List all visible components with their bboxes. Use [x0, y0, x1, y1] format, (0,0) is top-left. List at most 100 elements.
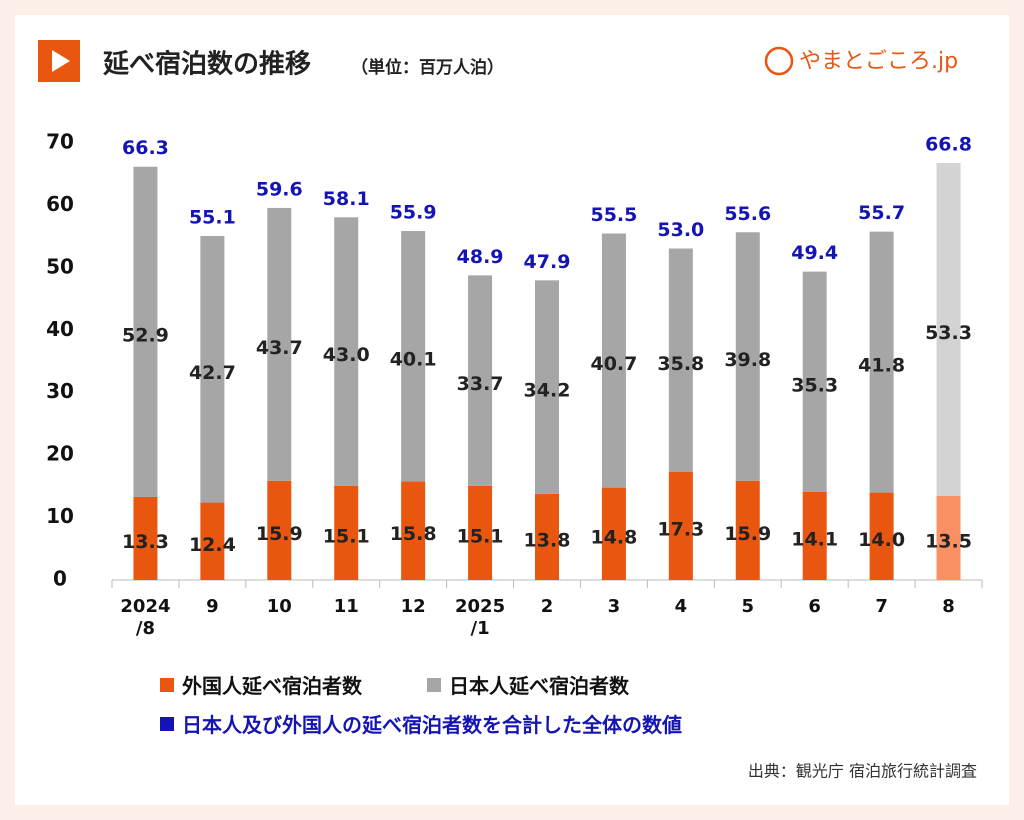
y-tick-label: 70: [46, 130, 74, 154]
value-label: 15.8: [390, 523, 437, 545]
y-tick-label: 40: [46, 317, 74, 341]
value-label: 53.3: [925, 322, 972, 344]
legend-item: 外国人延べ宿泊者数: [160, 670, 362, 699]
bar-segment: [735, 232, 760, 481]
value-label: 43.0: [323, 344, 370, 366]
total-label: 59.6: [256, 178, 303, 200]
value-label: 42.7: [189, 362, 236, 384]
total-label: 53.0: [657, 219, 704, 241]
title-icon-arrow: [52, 50, 70, 72]
y-tick-label: 50: [46, 254, 74, 278]
y-tick-label: 30: [46, 379, 74, 403]
value-label: 39.8: [724, 349, 771, 371]
y-tick-label: 20: [46, 442, 74, 466]
bar-segment: [869, 492, 894, 580]
value-label: 41.8: [858, 355, 905, 377]
logo-icon: [764, 46, 794, 76]
total-label: 47.9: [524, 251, 571, 273]
total-label: 55.9: [390, 202, 437, 224]
x-tick-label: 6: [808, 596, 821, 617]
value-label: 15.1: [323, 525, 370, 547]
x-tick-label: 2: [540, 596, 554, 617]
bar-segment: [200, 236, 225, 503]
value-label: 15.1: [457, 525, 504, 547]
x-tick-label: 10: [266, 596, 292, 617]
value-label: 34.2: [524, 380, 571, 402]
total-label: 55.7: [858, 202, 905, 224]
bar-segment: [601, 233, 626, 488]
total-label: 48.9: [457, 246, 504, 268]
bar-segment: [401, 481, 426, 580]
legend-item: 日本人延べ宿泊者数: [427, 670, 629, 699]
legend-item: 日本人及び外国人の延べ宿泊者数を合計した全体の数値: [160, 709, 682, 738]
value-label: 15.9: [256, 523, 303, 545]
value-label: 13.3: [122, 531, 169, 553]
x-tick-label: 5: [741, 596, 755, 617]
total-label: 55.6: [724, 203, 771, 225]
bar-segment: [802, 271, 827, 492]
total-label: 66.8: [925, 133, 972, 155]
value-label: 52.9: [122, 324, 169, 346]
bar-segment: [468, 485, 493, 580]
value-label: 12.4: [189, 534, 236, 556]
bar-segment: [869, 231, 894, 493]
bar-segment: [668, 248, 693, 472]
bar-segment: [468, 275, 493, 486]
x-tick-label: 12: [400, 596, 426, 617]
total-label: 55.1: [189, 207, 236, 229]
x-tick-label: 8: [942, 596, 955, 617]
x-tick-label: 7: [875, 596, 888, 617]
source: 出典：観光庁 宿泊旅行統計調査: [748, 762, 977, 781]
value-label: 43.7: [256, 337, 303, 359]
x-tick-label: 9: [206, 596, 219, 617]
value-label: 33.7: [457, 373, 504, 395]
legend-label: 日本人及び外国人の延べ宿泊者数を合計した全体の数値: [182, 713, 682, 737]
x-tick-label: 4: [674, 596, 688, 617]
bar-segment: [735, 480, 760, 580]
value-label: 14.1: [791, 528, 838, 550]
legend-label: 外国人延べ宿泊者数: [182, 674, 362, 698]
value-label: 17.3: [657, 518, 704, 540]
bar-segment: [535, 280, 559, 494]
value-label: 13.8: [524, 529, 571, 551]
chart: 延べ宿泊数の推移 （単位：百万人泊） やまとごころ.jp 出典：観光庁 宿泊旅行…: [38, 40, 983, 781]
total-label: 49.4: [791, 242, 838, 264]
bar-segment: [334, 217, 359, 486]
bar-segment: [267, 207, 292, 481]
bar-segment: [535, 493, 559, 580]
total-label: 58.1: [323, 188, 370, 210]
bar-segment: [936, 495, 961, 580]
x-tick-label: 2025 /1: [455, 596, 506, 639]
total-label: 66.3: [122, 137, 169, 159]
x-tick-label: 2024 /8: [120, 596, 171, 639]
bar-segment: [133, 166, 158, 497]
x-tick-label: 3: [607, 596, 621, 617]
value-label: 40.7: [590, 353, 637, 375]
total-label: 55.5: [590, 204, 637, 226]
bar-segment: [200, 502, 225, 580]
bar-segment: [802, 491, 827, 580]
bar-segment: [601, 487, 626, 580]
legend-swatch: [160, 677, 174, 692]
value-label: 35.3: [791, 374, 838, 396]
y-tick-label: 10: [46, 504, 74, 528]
chart-subtitle: （単位：百万人泊）: [351, 57, 504, 78]
legend-label: 日本人延べ宿泊者数: [449, 674, 629, 698]
value-label: 15.9: [724, 523, 771, 545]
chart-title: 延べ宿泊数の推移: [102, 49, 311, 80]
legend-swatch: [160, 716, 174, 731]
legend-swatch: [427, 677, 441, 692]
page: 延べ宿泊数の推移 （単位：百万人泊） やまとごころ.jp 出典：観光庁 宿泊旅行…: [15, 15, 1009, 805]
bar-segment: [401, 231, 426, 482]
bar-segment: [936, 162, 961, 496]
x-tick-label: 11: [333, 596, 359, 617]
bar-segment: [334, 485, 359, 580]
bar-segment: [668, 471, 693, 580]
value-label: 14.8: [590, 526, 637, 548]
value-label: 14.0: [858, 529, 905, 551]
logo: やまとごころ.jp: [799, 49, 958, 74]
bar-segment: [133, 496, 158, 580]
y-tick-label: 0: [53, 567, 67, 591]
value-label: 13.5: [925, 530, 972, 552]
bar-segment: [267, 480, 292, 580]
